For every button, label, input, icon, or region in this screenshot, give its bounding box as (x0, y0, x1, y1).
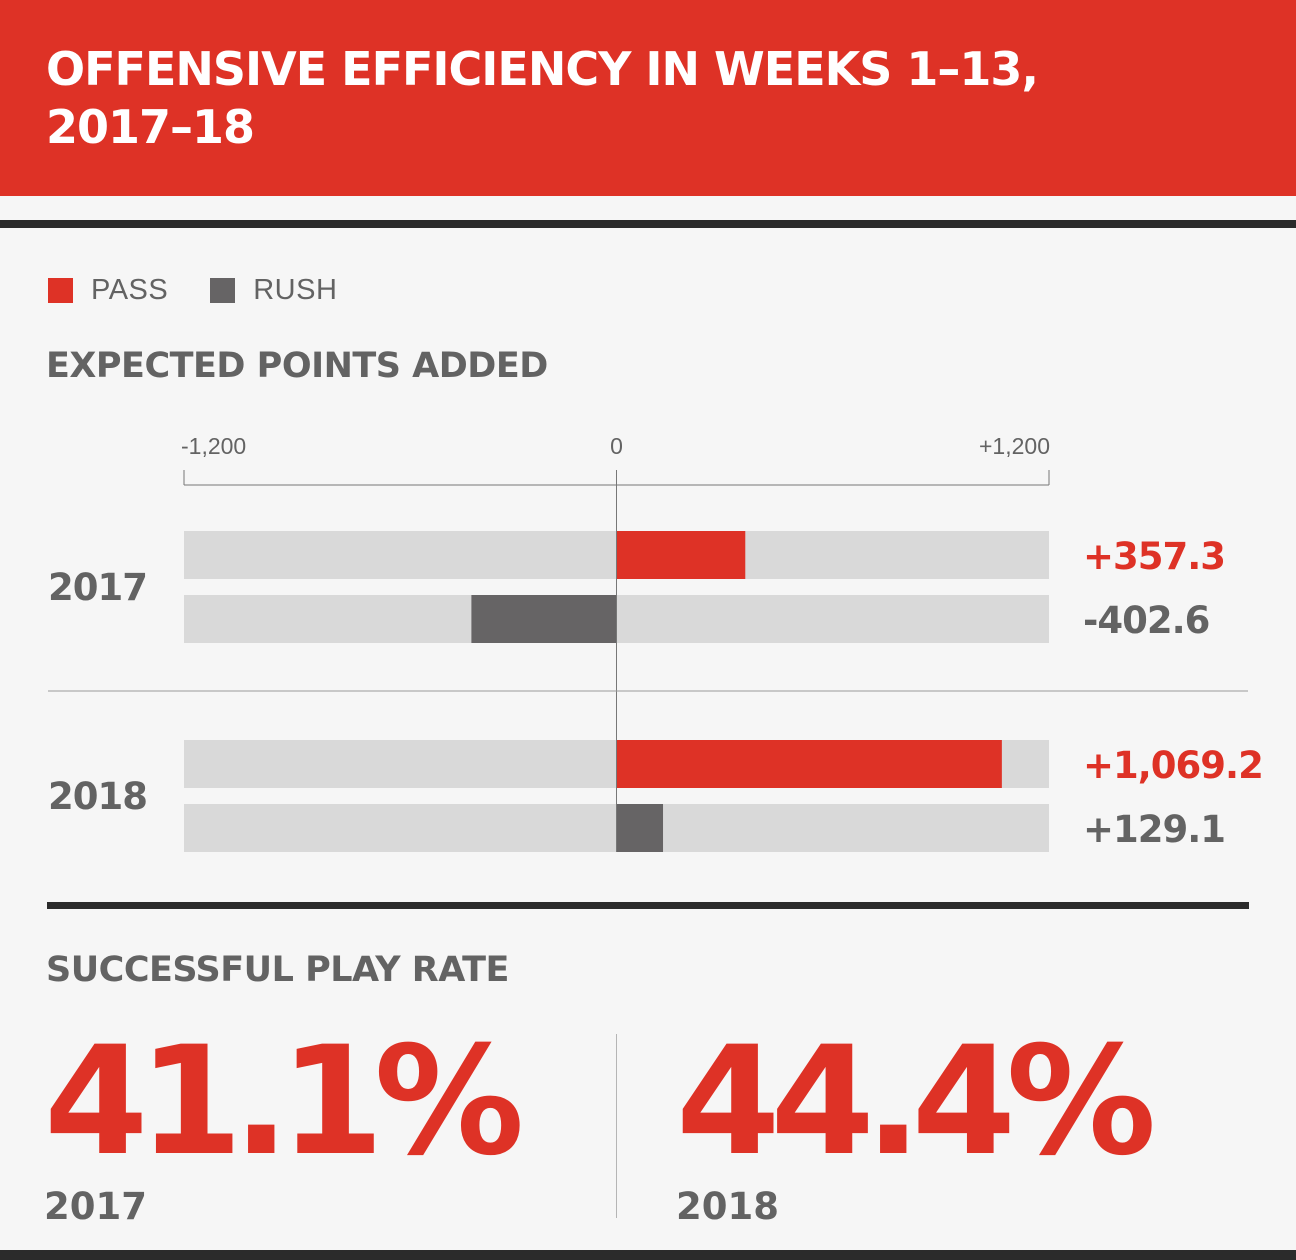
bar (616, 740, 1002, 788)
bar (471, 595, 617, 643)
bar (616, 531, 746, 579)
axis-tick-label: 0 (610, 433, 623, 459)
legend: PASS RUSH (48, 272, 379, 308)
bar (616, 804, 664, 852)
stat-year-2018: 2018 (676, 1185, 779, 1228)
legend-item-rush: RUSH (210, 274, 337, 307)
legend-label-pass: PASS (91, 273, 169, 306)
legend-item-pass: PASS (48, 274, 168, 307)
stat-value-2018: 44.4% (676, 1015, 1156, 1189)
legend-swatch-pass (48, 277, 73, 303)
data-label: +129.1 (1083, 808, 1225, 851)
stat-2018: 44.4% 2018 (676, 1015, 1156, 1229)
epa-bar-chart: -1,200 0 +1,200 +357.3 -402.6 2017 +1,069.2 +12… (48, 433, 1264, 852)
data-label: +357.3 (1083, 535, 1225, 578)
footer-rule (0, 1250, 1296, 1260)
stat-separator (616, 1034, 617, 1218)
data-label: -402.6 (1083, 599, 1209, 642)
stat-2017: 41.1% 2017 (44, 1015, 524, 1229)
axis-tick-label: -1,200 (181, 433, 246, 459)
success-section-title: SUCCESSFUL PLAY RATE (46, 950, 509, 990)
stat-value-2017: 41.1% (44, 1015, 524, 1189)
header-banner: OFFENSIVE EFFICIENCY IN WEEKS 1–13, 2017… (0, 0, 1296, 196)
axis-tick-label: +1,200 (979, 433, 1050, 459)
data-label: +1,069.2 (1083, 744, 1263, 787)
legend-swatch-rush (210, 277, 236, 303)
category-label: 2018 (48, 775, 147, 818)
section-divider (47, 902, 1249, 909)
chart-title: OFFENSIVE EFFICIENCY IN WEEKS 1–13, 2017… (46, 42, 1039, 154)
header-rule (0, 220, 1296, 228)
category-label: 2017 (48, 566, 147, 609)
legend-label-rush: RUSH (253, 273, 338, 306)
epa-section-title: EXPECTED POINTS ADDED (46, 346, 548, 386)
stat-year-2017: 2017 (44, 1185, 147, 1228)
